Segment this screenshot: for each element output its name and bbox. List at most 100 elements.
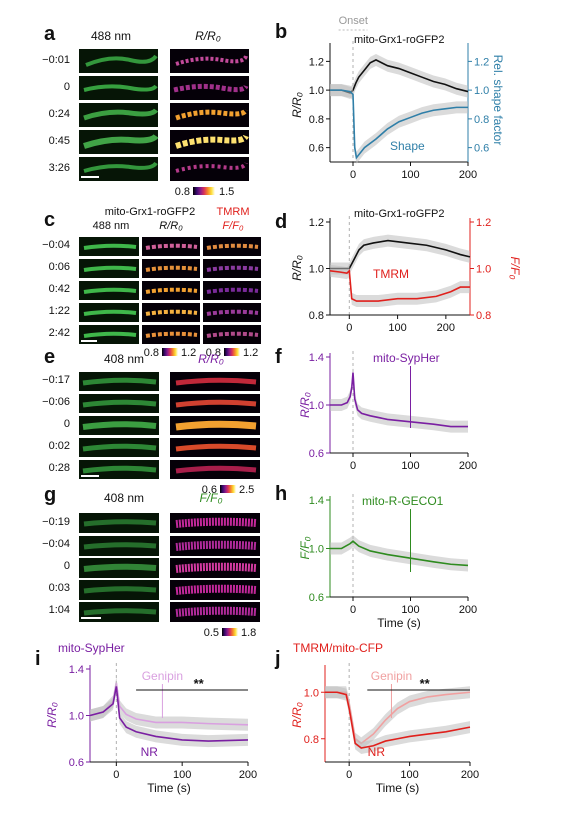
mito-signal-tmrm [206, 243, 259, 250]
mito-signal-green [82, 465, 157, 474]
mito-signal-ratio [175, 134, 249, 149]
series-line-mito-sypher [330, 372, 468, 428]
mito-signal-green [82, 377, 157, 386]
panel-letter-f: f [275, 346, 282, 368]
colorbar-c2-max: 1.2 [243, 347, 258, 359]
y-tick-label-right: 0.8 [474, 114, 489, 126]
x-tick-label: 0 [350, 169, 356, 181]
header-c-tmrm: TMRM [217, 206, 250, 218]
y-axis-label: R/R₀ [290, 255, 304, 281]
y-axis-label: R/R₀ [45, 702, 59, 728]
time-label-e-3: 0:02 [49, 440, 70, 452]
mito-signal-ratio [175, 420, 257, 431]
y-tick-label: 0.6 [309, 143, 324, 155]
mito-signal-ratio [145, 265, 198, 272]
series-band-genipin [90, 676, 248, 731]
col-title-a-ratio: R/R₀ [195, 29, 221, 43]
colorbar-g [222, 628, 238, 636]
mito-signal-green [83, 161, 158, 173]
mito-signal-green [83, 309, 137, 316]
time-label-g-4: 1:04 [49, 604, 70, 616]
series-label-sensor: mito-Grx1-roGFP2 [354, 208, 444, 220]
mito-signal-ratio [145, 309, 198, 316]
series-label-sensor: mito-Grx1-roGFP2 [354, 34, 444, 46]
mito-signal-ratio [173, 83, 249, 93]
y-tick-label-right: 0.8 [476, 310, 491, 322]
colorbar-c2 [224, 348, 240, 356]
series-label-tmrm: TMRM [373, 267, 409, 281]
y-tick-label: 0.6 [309, 448, 324, 460]
series-band-genipin [325, 686, 470, 750]
x-tick-label: 0 [113, 769, 119, 781]
time-label-c-2: 0:42 [49, 283, 70, 295]
y-tick-label: 1.0 [309, 400, 324, 412]
mito-signal-green [83, 542, 157, 550]
series-label-genipin: Genipin [371, 669, 412, 683]
x-axis-label: Time (s) [376, 781, 420, 795]
mito-signal-green [83, 608, 157, 616]
series-line-tmrm [329, 269, 470, 302]
x-tick-label: 200 [459, 460, 477, 472]
mito-signal-green [83, 287, 137, 294]
chart-f: f 0 100 200 0.6 1.0 1.4 R/R₀ mito-SypHer [275, 346, 477, 472]
time-label-e-1: −0:06 [42, 396, 70, 408]
mito-signal-green [83, 84, 158, 92]
micrograph-ratio [170, 130, 249, 154]
onset-label: Onset [339, 15, 368, 27]
mito-signal-green [83, 586, 157, 594]
x-tick-label: 0 [346, 769, 352, 781]
mito-signal-ratio [145, 331, 198, 338]
x-tick-label: 100 [388, 322, 406, 334]
panel-letter-e: e [44, 346, 55, 368]
time-label-g-0: −0:19 [42, 516, 70, 528]
time-label-g-2: 0 [64, 560, 70, 572]
mito-signal-green [83, 108, 159, 121]
significance-stars: ** [194, 676, 205, 691]
panel-title: TMRM/mito-CFP [293, 641, 383, 655]
col-title-g-ratio: F/F₀ [199, 491, 222, 505]
mito-signal-ratio [145, 287, 198, 294]
colorbar-c1-max: 1.2 [181, 347, 196, 359]
series-label: mito-R-GECO1 [362, 494, 444, 508]
panel-letter-h: h [275, 483, 287, 505]
series-line-nr [89, 686, 249, 742]
series-line-nr [325, 691, 471, 749]
colorbar-e-max: 2.5 [239, 484, 254, 496]
y-tick-label: 0.6 [69, 757, 84, 769]
mito-signal-green [83, 265, 137, 272]
series-label-shape: Shape [390, 139, 425, 153]
series-band-mito-sypher [330, 366, 468, 433]
mito-signal-ratio [175, 606, 257, 617]
y-axis-label: F/F₀ [298, 536, 312, 559]
time-label-a-1: 0 [64, 81, 70, 93]
y-tick-label: 1.0 [304, 687, 319, 699]
mito-signal-tmrm [206, 331, 259, 338]
mito-signal-tmrm [206, 265, 259, 272]
y-tick-label: 1.4 [69, 664, 84, 676]
mito-signal-ratio [175, 108, 249, 121]
time-label-g-3: 0:03 [49, 582, 70, 594]
chart-i: i 0 100 200 0.6 1.0 1.4 R/R₀ Time (s) mito-SypHer… [35, 641, 257, 795]
time-label-c-1: 0:06 [49, 261, 70, 273]
mito-signal-ratio [175, 540, 257, 551]
image-rows-c: −0:04 0:06 0:42 1:22 2:42 [42, 237, 261, 344]
y-tick-label: 1.4 [309, 495, 324, 507]
col-title-e-408: 408 nm [104, 352, 144, 366]
col-title-a-488: 488 nm [91, 29, 131, 43]
y-axis-label-right: F/F₀ [508, 256, 522, 279]
series-line-mito-r-geco1 [330, 540, 469, 567]
colorbar-c2-min: 0.8 [206, 347, 221, 359]
panel-title: mito-SypHer [58, 641, 125, 655]
panel-letter-j: j [274, 648, 281, 670]
colorbar-a-min: 0.8 [175, 186, 190, 198]
series-band-shape [330, 84, 468, 164]
series-band-mito-grx1-rogfp2 [330, 53, 468, 99]
mito-signal-ratio [175, 465, 257, 474]
mito-signal-ratio [175, 162, 248, 173]
time-label-c-4: 2:42 [49, 327, 70, 339]
mito-signal-ratio [175, 443, 257, 452]
colorbar-e-min: 0.6 [202, 484, 217, 496]
y-tick-label: 1.2 [309, 56, 324, 68]
panel-letter-a: a [44, 23, 56, 45]
y-tick-label: 0.8 [304, 734, 319, 746]
